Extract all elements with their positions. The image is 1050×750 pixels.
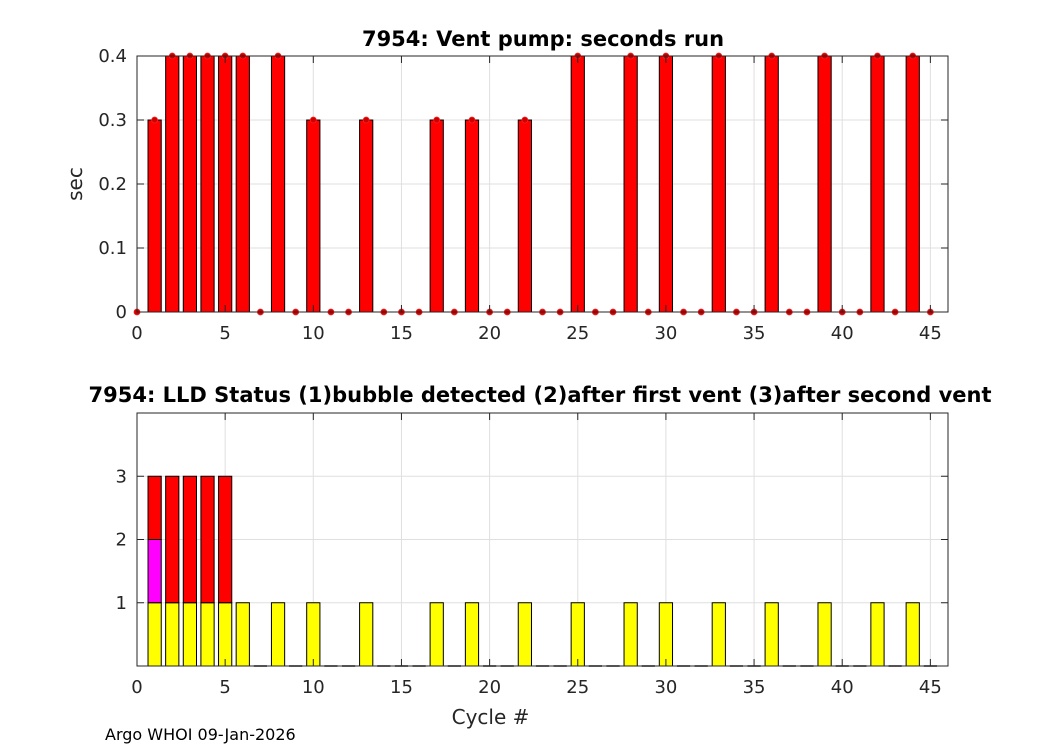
bar <box>359 119 374 313</box>
chart-title: 7954: Vent pump: seconds run <box>362 27 724 51</box>
bar-segment <box>218 602 233 667</box>
y-tick-label: 0 <box>116 302 127 323</box>
x-tick-label: 20 <box>478 677 501 698</box>
y-tick-label: 3 <box>116 466 127 487</box>
bar-segment <box>182 602 198 667</box>
bar <box>764 55 779 313</box>
x-tick-label: 25 <box>566 677 589 698</box>
vent-pump-chart: 0 5 10 15 20 25 30 35 40 45 0 0.1 0.2 0.3 0.4 7954: Ven… <box>63 27 949 344</box>
bar <box>658 55 674 313</box>
bar-segment <box>270 602 286 667</box>
x-tick-label: 40 <box>831 677 854 698</box>
data-point <box>468 116 476 124</box>
x-axis-label: Cycle # <box>452 705 530 729</box>
y-tick-label: 0.2 <box>98 174 127 195</box>
x-tick-label: 45 <box>919 677 942 698</box>
lld-status-chart: 0 5 10 15 20 25 30 35 40 45 1 2 3 7954: LLD Status (1… <box>89 383 992 729</box>
x-tick-label: 30 <box>654 323 677 344</box>
y-tick-label: 2 <box>116 530 127 551</box>
y-tick-label: 0.3 <box>98 110 127 131</box>
bar <box>570 55 585 313</box>
bar-segment <box>623 602 638 667</box>
x-tick-label: 30 <box>654 677 677 698</box>
bar-segment <box>359 602 374 667</box>
bar-segment <box>147 539 162 604</box>
bar <box>218 55 233 313</box>
bar-segment <box>764 602 779 667</box>
bar-segment <box>517 602 532 667</box>
x-tick-label: 10 <box>302 323 325 344</box>
bar-segment <box>464 602 480 667</box>
bar <box>464 119 480 313</box>
data-point <box>362 116 370 124</box>
x-tick-label: 25 <box>566 323 589 344</box>
bar-segment <box>218 475 233 604</box>
x-tick-label: 10 <box>302 677 325 698</box>
x-tick-label: 40 <box>831 323 854 344</box>
bar <box>165 55 180 313</box>
y-tick-label: 1 <box>116 593 127 614</box>
bar <box>306 119 321 313</box>
x-tick-label: 0 <box>131 677 142 698</box>
x-tick-label: 5 <box>219 323 230 344</box>
x-tick-label: 5 <box>219 677 230 698</box>
bar-segment <box>200 475 215 604</box>
bar-segment <box>711 602 726 667</box>
bar-segment <box>147 475 162 540</box>
bar-segment <box>165 475 180 604</box>
bar-segment <box>200 602 215 667</box>
x-tick-label: 15 <box>390 677 413 698</box>
data-point <box>521 116 529 124</box>
bar-segment <box>905 602 920 667</box>
bar <box>817 55 832 313</box>
x-tick-label: 20 <box>478 323 501 344</box>
bar <box>517 119 532 313</box>
x-tick-label: 15 <box>390 323 413 344</box>
bar-segment <box>182 475 198 604</box>
bar <box>200 55 215 313</box>
x-tick-label: 35 <box>743 323 766 344</box>
bar <box>870 55 885 313</box>
bar <box>711 55 726 313</box>
data-point <box>433 116 441 124</box>
bar-segment <box>147 602 162 667</box>
y-tick-label: 0.1 <box>98 238 127 259</box>
bar <box>182 55 198 313</box>
chart-title: 7954: LLD Status (1)bubble detected (2)a… <box>89 383 992 407</box>
x-tick-label: 35 <box>743 677 766 698</box>
bar <box>235 55 250 313</box>
bar-segment <box>165 602 180 667</box>
bar <box>905 55 920 313</box>
y-axis-label: sec <box>63 167 87 201</box>
x-tick-label: 45 <box>919 323 942 344</box>
bar-segment <box>570 602 585 667</box>
bar <box>147 119 162 313</box>
data-point <box>151 116 159 124</box>
bar-segment <box>817 602 832 667</box>
y-tick-label: 0.4 <box>98 46 127 67</box>
bar <box>623 55 638 313</box>
bar <box>270 55 286 313</box>
bar-segment <box>870 602 885 667</box>
bar-segment <box>429 602 444 667</box>
bar-segment <box>658 602 674 667</box>
bar-segment <box>235 602 250 667</box>
footer-credit: Argo WHOI 09-Jan-2026 <box>105 725 296 744</box>
data-point <box>309 116 317 124</box>
bar-segment <box>306 602 321 667</box>
x-tick-label: 0 <box>131 323 142 344</box>
bar <box>429 119 444 313</box>
